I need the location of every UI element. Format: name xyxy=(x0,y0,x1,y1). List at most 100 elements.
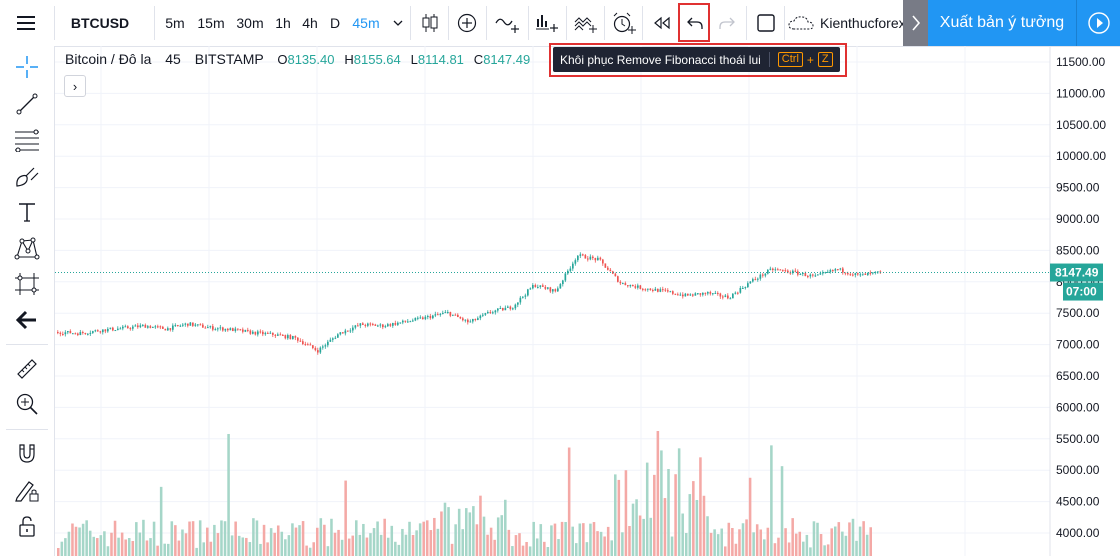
candle-body xyxy=(297,337,299,341)
alert-icon[interactable] xyxy=(608,0,640,46)
candle-body xyxy=(512,308,514,310)
candle-body xyxy=(602,259,604,264)
candle-body xyxy=(342,332,344,334)
fullscreen-icon[interactable] xyxy=(750,0,782,46)
compare-icon[interactable] xyxy=(490,0,526,46)
volume-bar xyxy=(252,518,255,556)
candle-body xyxy=(419,317,422,319)
candle-body xyxy=(657,288,659,292)
candle-body xyxy=(839,268,842,270)
text-icon[interactable] xyxy=(9,197,45,227)
candle-body xyxy=(789,272,792,274)
undo-icon[interactable] xyxy=(680,0,710,46)
legend-collapse-button[interactable]: › xyxy=(64,75,86,97)
interval-4h[interactable]: 4h xyxy=(302,15,318,31)
volume-bar xyxy=(791,518,794,556)
volume-bar xyxy=(794,533,798,556)
interval-5m[interactable]: 5m xyxy=(165,15,185,31)
volume-bar xyxy=(812,521,816,556)
candle-body xyxy=(227,328,229,331)
candle-body xyxy=(72,333,74,335)
volume-bar xyxy=(71,523,74,556)
volume-bar xyxy=(245,537,248,556)
pattern-icon[interactable] xyxy=(9,233,45,263)
legend-low: L8114.81 xyxy=(410,52,464,67)
countdown-label: 07:00 xyxy=(1066,285,1097,299)
volume-bar xyxy=(748,477,752,556)
volume-bar xyxy=(631,503,635,556)
crosshair-icon[interactable] xyxy=(9,52,45,82)
templates-icon[interactable] xyxy=(570,0,602,46)
candle-body xyxy=(774,269,777,271)
menu-icon[interactable] xyxy=(6,0,46,46)
interval-45m[interactable]: 45m xyxy=(352,15,380,31)
brush-icon[interactable] xyxy=(9,161,45,191)
candle-body xyxy=(549,287,552,292)
candle-body xyxy=(389,324,392,326)
volume-bar xyxy=(433,517,436,556)
candle-body xyxy=(452,314,454,316)
candle-body xyxy=(809,274,812,277)
publish-idea-button[interactable]: Xuất bản ý tưởng xyxy=(928,0,1076,46)
candle-body xyxy=(752,279,754,282)
volume-bar xyxy=(692,481,695,556)
candle-body xyxy=(792,270,794,274)
candle-body xyxy=(769,268,772,270)
magnet-icon[interactable] xyxy=(9,439,45,469)
layout-save[interactable]: Kienthucforex xyxy=(788,0,906,46)
chevron-down-icon[interactable] xyxy=(388,0,408,46)
back-arrow-icon[interactable] xyxy=(9,305,45,335)
play-icon[interactable] xyxy=(1076,0,1120,46)
replay-icon[interactable] xyxy=(646,0,678,46)
candle-body xyxy=(727,295,729,299)
candle-body xyxy=(304,344,307,346)
interval-d[interactable]: D xyxy=(329,15,341,31)
candle-body xyxy=(204,327,207,329)
lock-drawing-icon[interactable] xyxy=(9,475,45,505)
prediction-icon[interactable] xyxy=(9,269,45,299)
volume-bar xyxy=(752,532,755,556)
price-chart[interactable]: 11500.00 11000.00 10500.00 10000.00 9500.00 9… xyxy=(55,46,1120,556)
volume-bar xyxy=(142,519,145,556)
interval-15m[interactable]: 15m xyxy=(197,15,225,31)
candle-body xyxy=(427,316,429,318)
symbol-search[interactable]: BTCUSD xyxy=(70,15,130,31)
volume-bar xyxy=(401,528,404,556)
candle-body xyxy=(682,294,684,297)
last-price-label-bg xyxy=(1050,263,1103,282)
candle-body xyxy=(317,350,319,353)
volume-bar xyxy=(206,527,209,556)
candle-body xyxy=(269,332,272,334)
trendline-icon[interactable] xyxy=(9,89,45,119)
price-tick-label: 11000.00 xyxy=(1056,86,1105,100)
candle-body xyxy=(667,290,669,292)
price-tick-label: 4500.00 xyxy=(1056,495,1100,509)
legend-close: C8147.49 xyxy=(473,52,531,67)
candle-body xyxy=(859,274,862,276)
symbol-legend: Bitcoin / Đô la 45 BITSTAMP O8135.40 H81… xyxy=(65,51,530,67)
candle-body xyxy=(617,276,619,282)
interval-1h[interactable]: 1h xyxy=(275,15,291,31)
candle-body xyxy=(659,289,662,292)
volume-bar xyxy=(571,526,574,556)
candles-icon[interactable] xyxy=(414,0,446,46)
volume-bar xyxy=(386,537,390,556)
candle-body xyxy=(877,271,879,273)
chevron-right-icon[interactable] xyxy=(903,0,928,46)
candle-body xyxy=(169,328,172,330)
volume-bar xyxy=(117,537,120,556)
volume-bar xyxy=(259,543,262,556)
candle-body xyxy=(704,292,707,294)
indicators-icon[interactable] xyxy=(532,0,562,46)
volume-bar xyxy=(465,508,468,556)
volume-bar xyxy=(64,538,67,556)
candle-body xyxy=(494,310,497,313)
interval-30m[interactable]: 30m xyxy=(236,15,264,31)
zoom-in-icon[interactable] xyxy=(9,389,45,419)
plus-circle-icon[interactable] xyxy=(452,0,482,46)
fib-retracement-icon[interactable] xyxy=(9,125,45,155)
volume-bar xyxy=(844,535,848,556)
ruler-icon[interactable] xyxy=(9,354,45,384)
lock-icon[interactable] xyxy=(9,511,45,541)
candle-body xyxy=(197,324,199,326)
